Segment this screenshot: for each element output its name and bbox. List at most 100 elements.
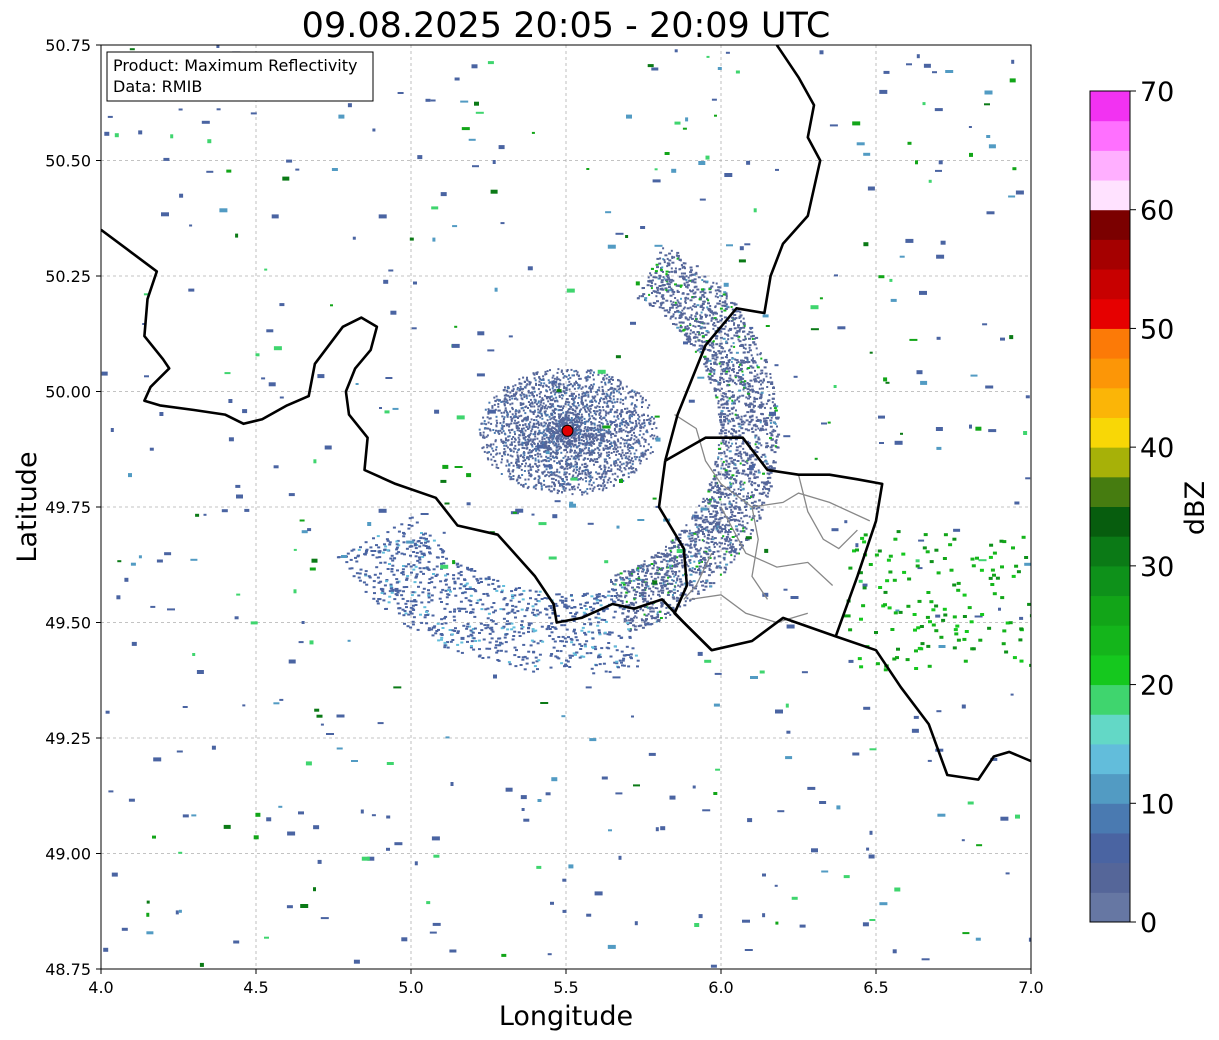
echo-pixel bbox=[591, 459, 594, 462]
echo-pixel bbox=[766, 417, 770, 419]
echo-pixel bbox=[753, 375, 757, 378]
echo-pixel bbox=[753, 378, 757, 381]
echo-pixel bbox=[758, 404, 761, 407]
echo-pixel bbox=[701, 514, 704, 517]
echo-pixel bbox=[724, 531, 727, 534]
echo-pixel bbox=[707, 499, 710, 501]
echo-pixel bbox=[571, 493, 574, 496]
echo-pixel bbox=[630, 427, 633, 430]
echo-pixel bbox=[714, 394, 717, 397]
echo-pixel bbox=[593, 371, 595, 374]
echo-pixel bbox=[674, 323, 678, 326]
echo-pixel bbox=[723, 528, 726, 531]
echo-pixel bbox=[557, 405, 560, 408]
echo-pixel bbox=[715, 526, 719, 529]
echo-pixel bbox=[626, 423, 629, 426]
echo-pixel bbox=[737, 512, 741, 514]
echo-pixel bbox=[725, 550, 728, 553]
echo-pixel bbox=[750, 418, 754, 421]
echo-pixel bbox=[564, 463, 567, 466]
echo-pixel bbox=[539, 384, 542, 387]
echo-pixel bbox=[715, 335, 719, 338]
echo-pixel bbox=[769, 431, 772, 434]
echo-pixel bbox=[702, 566, 706, 569]
echo-pixel bbox=[578, 449, 581, 452]
echo-pixel bbox=[701, 519, 704, 522]
echo-pixel bbox=[706, 297, 708, 300]
echo-pixel bbox=[597, 373, 600, 376]
echo-pixel bbox=[684, 325, 687, 328]
echo-pixel bbox=[593, 436, 596, 439]
echo-pixel bbox=[706, 529, 710, 532]
echo-pixel bbox=[659, 582, 662, 585]
echo-pixel bbox=[659, 268, 663, 271]
echo-pixel bbox=[757, 442, 760, 445]
echo-pixel bbox=[625, 600, 628, 603]
echo-pixel bbox=[723, 553, 727, 556]
echo-pixel bbox=[667, 553, 671, 556]
echo-pixel bbox=[562, 485, 565, 488]
echo-pixel bbox=[749, 379, 753, 382]
echo-pixel bbox=[568, 442, 571, 445]
echo-pixel bbox=[659, 302, 662, 305]
echo-pixel bbox=[735, 497, 738, 500]
echo-pixel bbox=[764, 460, 768, 463]
echo-pixel bbox=[627, 577, 631, 580]
echo-pixel bbox=[517, 411, 520, 414]
echo-pixel bbox=[532, 413, 535, 415]
echo-pixel bbox=[720, 458, 723, 460]
echo-pixel bbox=[540, 424, 543, 427]
echo-pixel bbox=[545, 468, 548, 471]
echo-pixel bbox=[731, 536, 735, 538]
echo-pixel bbox=[631, 413, 634, 416]
echo-pixel bbox=[729, 543, 732, 546]
echo-pixel bbox=[487, 444, 490, 447]
echo-pixel bbox=[730, 511, 734, 514]
echo-pixel bbox=[746, 411, 750, 414]
echo-pixel bbox=[554, 400, 556, 403]
echo-pixel bbox=[737, 379, 740, 382]
echo-pixel bbox=[580, 400, 583, 403]
echo-pixel bbox=[737, 361, 740, 363]
echo-pixel bbox=[612, 582, 615, 585]
echo-pixel bbox=[522, 432, 524, 435]
echo-pixel bbox=[706, 306, 709, 309]
echo-pixel bbox=[755, 446, 758, 449]
echo-pixel bbox=[724, 300, 727, 303]
echo-pixel bbox=[714, 295, 717, 298]
echo-pixel bbox=[568, 438, 571, 441]
echo-pixel bbox=[497, 403, 500, 405]
echo-pixel bbox=[716, 388, 720, 391]
echo-pixel bbox=[691, 584, 694, 587]
echo-pixel bbox=[728, 349, 730, 352]
echo-pixel bbox=[538, 449, 541, 452]
echo-pixel bbox=[584, 408, 586, 411]
echo-pixel bbox=[658, 262, 662, 265]
echo-pixel bbox=[563, 489, 566, 492]
echo-pixel bbox=[714, 305, 717, 308]
echo-pixel bbox=[624, 594, 628, 597]
echo-pixel bbox=[738, 376, 741, 379]
echo-pixel bbox=[674, 571, 678, 573]
echo-pixel bbox=[708, 549, 712, 552]
echo-pixel bbox=[696, 331, 700, 333]
echo-pixel bbox=[735, 351, 739, 354]
echo-pixel bbox=[708, 344, 712, 347]
echo-pixel bbox=[730, 319, 734, 322]
echo-pixel bbox=[740, 421, 743, 423]
echo-pixel bbox=[589, 460, 592, 463]
echo-pixel bbox=[558, 394, 561, 397]
echo-pixel bbox=[506, 446, 509, 449]
echo-pixel bbox=[725, 340, 728, 343]
echo-pixel bbox=[552, 416, 555, 419]
echo-pixel bbox=[748, 415, 752, 418]
echo-pixel bbox=[712, 551, 716, 553]
echo-pixel bbox=[626, 584, 630, 587]
echo-pixel bbox=[725, 297, 728, 300]
echo-pixel bbox=[601, 388, 604, 391]
echo-pixel bbox=[579, 448, 582, 451]
echo-pixel bbox=[665, 571, 669, 574]
echo-pixel bbox=[760, 493, 764, 495]
echo-pixel bbox=[729, 541, 732, 544]
echo-pixel bbox=[607, 479, 610, 481]
